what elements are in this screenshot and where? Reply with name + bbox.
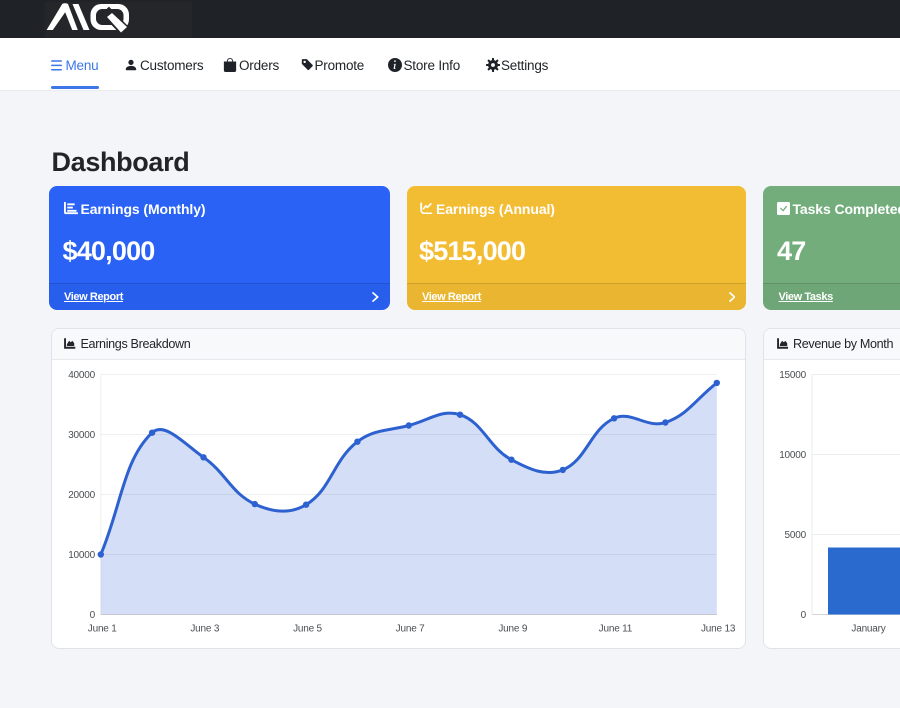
svg-text:June 9: June 9 xyxy=(498,623,527,634)
svg-text:10000: 10000 xyxy=(68,549,95,560)
svg-text:June 11: June 11 xyxy=(598,623,632,634)
svg-text:June 7: June 7 xyxy=(395,623,424,634)
svg-text:40000: 40000 xyxy=(68,369,95,380)
svg-text:30000: 30000 xyxy=(68,429,95,440)
svg-text:15000: 15000 xyxy=(779,369,806,380)
svg-text:20000: 20000 xyxy=(68,489,95,500)
svg-text:5000: 5000 xyxy=(785,529,807,540)
svg-text:June 1: June 1 xyxy=(87,623,116,634)
svg-text:June 5: June 5 xyxy=(293,623,322,634)
svg-text:June 13: June 13 xyxy=(701,623,736,634)
svg-text:June 3: June 3 xyxy=(190,623,219,634)
svg-text:10000: 10000 xyxy=(779,449,806,460)
svg-text:0: 0 xyxy=(801,609,807,620)
svg-text:0: 0 xyxy=(89,609,95,620)
svg-text:January: January xyxy=(851,623,885,634)
